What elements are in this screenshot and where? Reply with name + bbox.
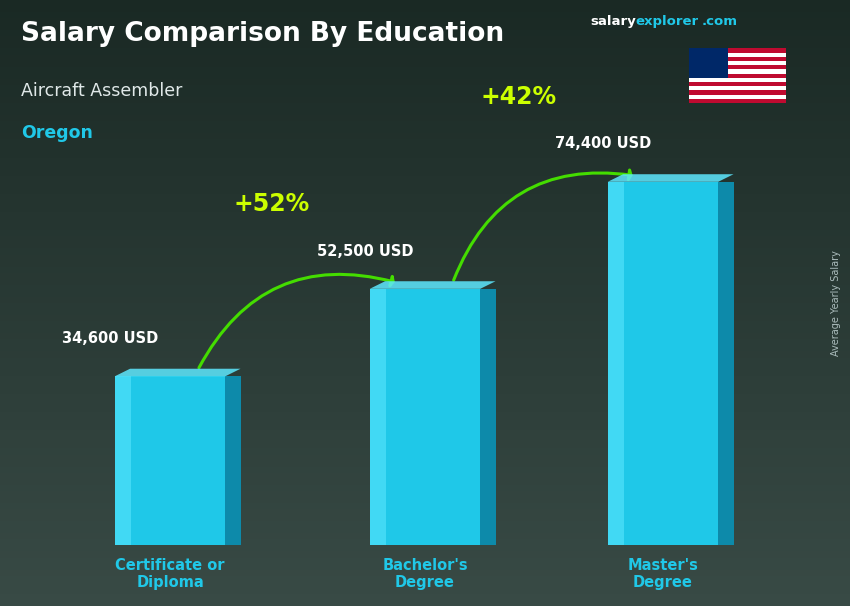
Text: +52%: +52% — [234, 192, 310, 216]
Text: 74,400 USD: 74,400 USD — [555, 136, 652, 152]
Text: 34,600 USD: 34,600 USD — [62, 331, 159, 346]
Text: salary: salary — [591, 15, 637, 28]
Text: Aircraft Assembler: Aircraft Assembler — [21, 82, 183, 100]
Text: +42%: +42% — [480, 85, 557, 109]
Text: Oregon: Oregon — [21, 124, 94, 142]
Text: Salary Comparison By Education: Salary Comparison By Education — [21, 21, 504, 47]
Text: 52,500 USD: 52,500 USD — [317, 244, 414, 259]
Text: Average Yearly Salary: Average Yearly Salary — [830, 250, 841, 356]
Text: Certificate or
Diploma: Certificate or Diploma — [116, 558, 224, 590]
Text: .com: .com — [702, 15, 738, 28]
Text: Bachelor's
Degree: Bachelor's Degree — [382, 558, 468, 590]
Text: explorer: explorer — [636, 15, 699, 28]
Text: Master's
Degree: Master's Degree — [627, 558, 699, 590]
